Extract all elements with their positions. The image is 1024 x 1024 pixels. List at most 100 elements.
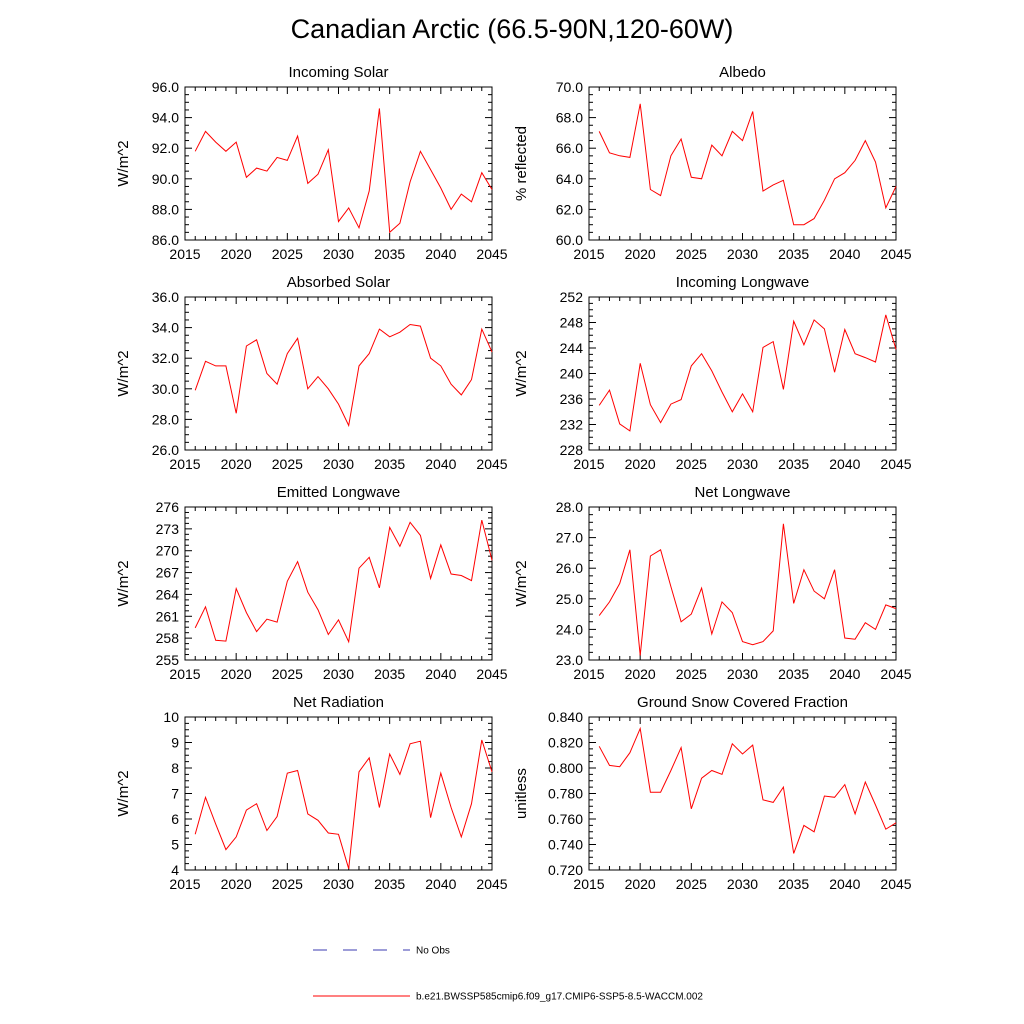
plot-frame <box>184 86 493 241</box>
y-tick-label: 24.0 <box>556 621 583 637</box>
y-tick-label: 28.0 <box>152 411 179 427</box>
legend: No Obs b.e21.BWSSP585cmip6.f09_g17.CMIP6… <box>313 946 703 1003</box>
y-tick-label: 34.0 <box>152 320 179 336</box>
panel-title: Albedo <box>719 64 766 81</box>
plot-frame <box>184 716 493 871</box>
y-tick-label: 273 <box>156 521 180 537</box>
x-tick-label: 2035 <box>374 456 405 472</box>
legend-model-label: b.e21.BWSSP585cmip6.f09_g17.CMIP6-SSP5-8… <box>416 992 703 1003</box>
plot-frame <box>588 506 897 661</box>
panel-title: Net Radiation <box>293 694 384 711</box>
y-tick-label: 26.0 <box>556 560 583 576</box>
x-tick-label: 2015 <box>573 456 604 472</box>
x-tick-label: 2030 <box>323 666 354 682</box>
panel-incoming-solar: 2015 2020 2025 2030 2035 2040 2045 86.0 88.0 90.0… <box>115 64 508 262</box>
y-axis-label: W/m^2 <box>115 140 132 186</box>
y-tick-label: 276 <box>156 499 180 515</box>
y-tick-label: 94.0 <box>152 110 179 126</box>
y-tick-label: 0.840 <box>548 709 583 725</box>
y-tick-label: 5 <box>171 837 179 853</box>
y-tick-label: 70.0 <box>556 79 583 95</box>
x-tick-label: 2030 <box>727 456 758 472</box>
y-tick-label: 90.0 <box>152 171 179 187</box>
series-line-model <box>194 323 493 428</box>
y-tick-label: 28.0 <box>556 499 583 515</box>
y-tick-label: 92.0 <box>152 140 179 156</box>
x-tick-label: 2020 <box>221 246 252 262</box>
x-tick-label: 2025 <box>272 666 303 682</box>
y-tick-label: 4 <box>171 862 179 878</box>
x-tick-label: 2025 <box>676 456 707 472</box>
y-tick-label: 36.0 <box>152 289 179 305</box>
x-tick-label: 2045 <box>880 246 911 262</box>
y-tick-label: 9 <box>171 735 179 751</box>
y-axis-label: W/m^2 <box>115 770 132 816</box>
plot-frame <box>184 296 493 451</box>
y-axis-label: W/m^2 <box>115 350 132 396</box>
y-tick-label: 60.0 <box>556 232 583 248</box>
x-tick-label: 2045 <box>476 456 507 472</box>
x-tick-label: 2030 <box>323 246 354 262</box>
y-tick-label: 264 <box>156 586 180 602</box>
y-tick-label: 0.740 <box>548 837 583 853</box>
y-tick-label: 10 <box>163 709 179 725</box>
y-tick-label: 7 <box>171 786 179 802</box>
x-tick-label: 2025 <box>272 246 303 262</box>
x-tick-label: 2035 <box>778 666 809 682</box>
y-tick-label: 252 <box>560 289 584 305</box>
y-tick-label: 30.0 <box>152 381 179 397</box>
y-tick-label: 96.0 <box>152 79 179 95</box>
panel-title: Incoming Solar <box>288 64 388 81</box>
y-tick-label: 27.0 <box>556 530 583 546</box>
y-axis-label: W/m^2 <box>513 560 530 606</box>
figure-title: Canadian Arctic (66.5-90N,120-60W) <box>290 14 734 44</box>
x-tick-label: 2030 <box>727 876 758 892</box>
x-tick-label: 2035 <box>778 456 809 472</box>
panel-title: Ground Snow Covered Fraction <box>637 694 848 711</box>
y-tick-label: 240 <box>560 366 584 382</box>
x-tick-label: 2030 <box>727 666 758 682</box>
x-tick-label: 2040 <box>425 666 456 682</box>
x-tick-label: 2030 <box>323 456 354 472</box>
x-tick-label: 2015 <box>169 246 200 262</box>
x-tick-label: 2045 <box>880 456 911 472</box>
plot-frame <box>184 506 493 661</box>
series-line-model <box>598 314 897 432</box>
panel-title: Absorbed Solar <box>287 274 390 291</box>
y-tick-label: 0.820 <box>548 735 583 751</box>
x-tick-label: 2035 <box>778 876 809 892</box>
y-axis-label: W/m^2 <box>115 560 132 606</box>
plot-frame <box>588 86 897 241</box>
legend-obs-label: No Obs <box>416 946 450 957</box>
x-tick-label: 2035 <box>374 876 405 892</box>
x-tick-label: 2045 <box>476 246 507 262</box>
y-tick-label: 267 <box>156 565 180 581</box>
y-axis-label: W/m^2 <box>513 350 530 396</box>
x-tick-label: 2035 <box>374 246 405 262</box>
panel-emitted-longwave: 2015 2020 2025 2030 2035 2040 2045 255 258 261 264… <box>115 484 508 682</box>
y-tick-label: 258 <box>156 630 180 646</box>
plot-frame <box>588 296 897 451</box>
panel-absorbed-solar: 2015 2020 2025 2030 2035 2040 2045 26.0 28.0 30.0… <box>115 274 508 472</box>
series-line-model <box>194 739 493 869</box>
x-tick-label: 2025 <box>676 666 707 682</box>
panel-albedo: 2015 2020 2025 2030 2035 2040 2045 60.0 62.0 64.0… <box>513 64 912 262</box>
x-tick-label: 2040 <box>425 876 456 892</box>
y-tick-label: 23.0 <box>556 652 583 668</box>
y-tick-label: 64.0 <box>556 171 583 187</box>
x-tick-label: 2020 <box>625 876 656 892</box>
x-tick-label: 2020 <box>625 666 656 682</box>
series-line-model <box>598 103 897 226</box>
panel-net-radiation: 2015 2020 2025 2030 2035 2040 2045 4 5 6 7 8 9 10 Net … <box>115 694 508 892</box>
panel-incoming-longwave: 2015 2020 2025 2030 2035 2040 2045 228 232 236 240… <box>513 274 912 472</box>
panel-title: Incoming Longwave <box>676 274 809 291</box>
x-tick-label: 2020 <box>221 666 252 682</box>
y-tick-label: 270 <box>156 543 180 559</box>
x-tick-label: 2030 <box>727 246 758 262</box>
x-tick-label: 2015 <box>169 456 200 472</box>
series-line-model <box>598 726 897 854</box>
y-tick-label: 255 <box>156 652 180 668</box>
y-tick-label: 232 <box>560 417 584 433</box>
x-tick-label: 2040 <box>829 246 860 262</box>
